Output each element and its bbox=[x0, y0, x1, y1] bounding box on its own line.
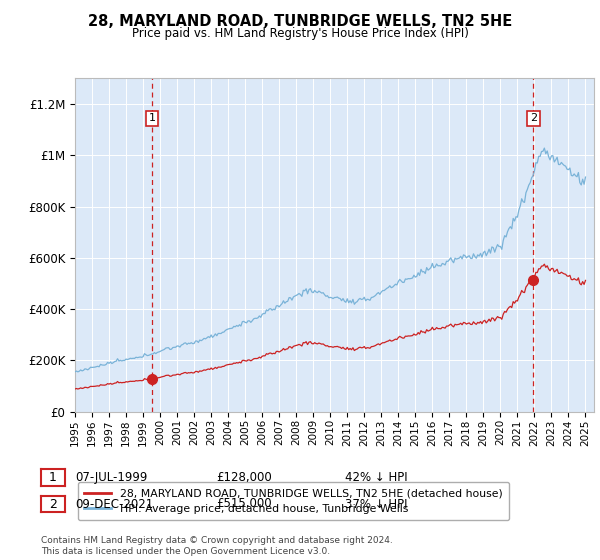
Legend: 28, MARYLAND ROAD, TUNBRIDGE WELLS, TN2 5HE (detached house), HPI: Average price: 28, MARYLAND ROAD, TUNBRIDGE WELLS, TN2 … bbox=[78, 482, 509, 520]
Text: Contains HM Land Registry data © Crown copyright and database right 2024.
This d: Contains HM Land Registry data © Crown c… bbox=[41, 536, 392, 556]
Text: 2: 2 bbox=[530, 113, 537, 123]
Text: 07-JUL-1999: 07-JUL-1999 bbox=[75, 470, 148, 484]
Text: £128,000: £128,000 bbox=[216, 470, 272, 484]
Text: 2: 2 bbox=[49, 497, 57, 511]
Text: 28, MARYLAND ROAD, TUNBRIDGE WELLS, TN2 5HE: 28, MARYLAND ROAD, TUNBRIDGE WELLS, TN2 … bbox=[88, 14, 512, 29]
Text: 1: 1 bbox=[49, 470, 57, 484]
Text: 42% ↓ HPI: 42% ↓ HPI bbox=[345, 470, 407, 484]
Text: Price paid vs. HM Land Registry's House Price Index (HPI): Price paid vs. HM Land Registry's House … bbox=[131, 27, 469, 40]
Text: 09-DEC-2021: 09-DEC-2021 bbox=[75, 497, 153, 511]
Text: £515,000: £515,000 bbox=[216, 497, 272, 511]
Text: 37% ↓ HPI: 37% ↓ HPI bbox=[345, 497, 407, 511]
Text: 1: 1 bbox=[148, 113, 155, 123]
